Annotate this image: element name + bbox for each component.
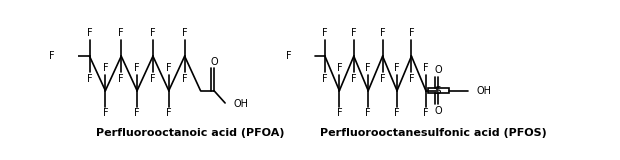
Text: F: F [182,28,187,38]
Text: F: F [394,108,400,118]
Text: Perfluorooctanoic acid (PFOA): Perfluorooctanoic acid (PFOA) [96,128,285,138]
Text: F: F [351,74,356,84]
Text: F: F [286,51,291,61]
Text: O: O [434,65,442,75]
Text: F: F [365,108,371,118]
Text: F: F [135,108,140,118]
Text: F: F [409,28,414,38]
Text: F: F [182,74,187,84]
Text: F: F [87,74,92,84]
Text: F: F [118,74,124,84]
Text: F: F [102,63,108,73]
Text: F: F [322,74,328,84]
Text: F: F [394,63,400,73]
Text: F: F [351,28,356,38]
Bar [428,88,449,93]
Text: F: F [365,63,371,73]
Text: F: F [166,63,172,73]
Text: F: F [150,74,156,84]
Text: F: F [423,108,428,118]
Text: F: F [380,28,386,38]
Text: F: F [380,74,386,84]
Text: F: F [166,108,172,118]
Text: F: F [49,51,55,61]
Text: OH: OH [234,99,249,109]
Text: Perfluorooctanesulfonic acid (PFOS): Perfluorooctanesulfonic acid (PFOS) [320,128,546,138]
Text: F: F [337,108,342,118]
Text: F: F [423,63,428,73]
Text: S: S [435,86,441,96]
Text: O: O [210,57,218,67]
Text: OH: OH [477,86,492,96]
Text: F: F [409,74,414,84]
Text: F: F [322,28,328,38]
Text: F: F [337,63,342,73]
Text: O: O [434,106,442,116]
Text: F: F [135,63,140,73]
Text: F: F [87,28,92,38]
Text: F: F [102,108,108,118]
Text: F: F [150,28,156,38]
Text: F: F [118,28,124,38]
